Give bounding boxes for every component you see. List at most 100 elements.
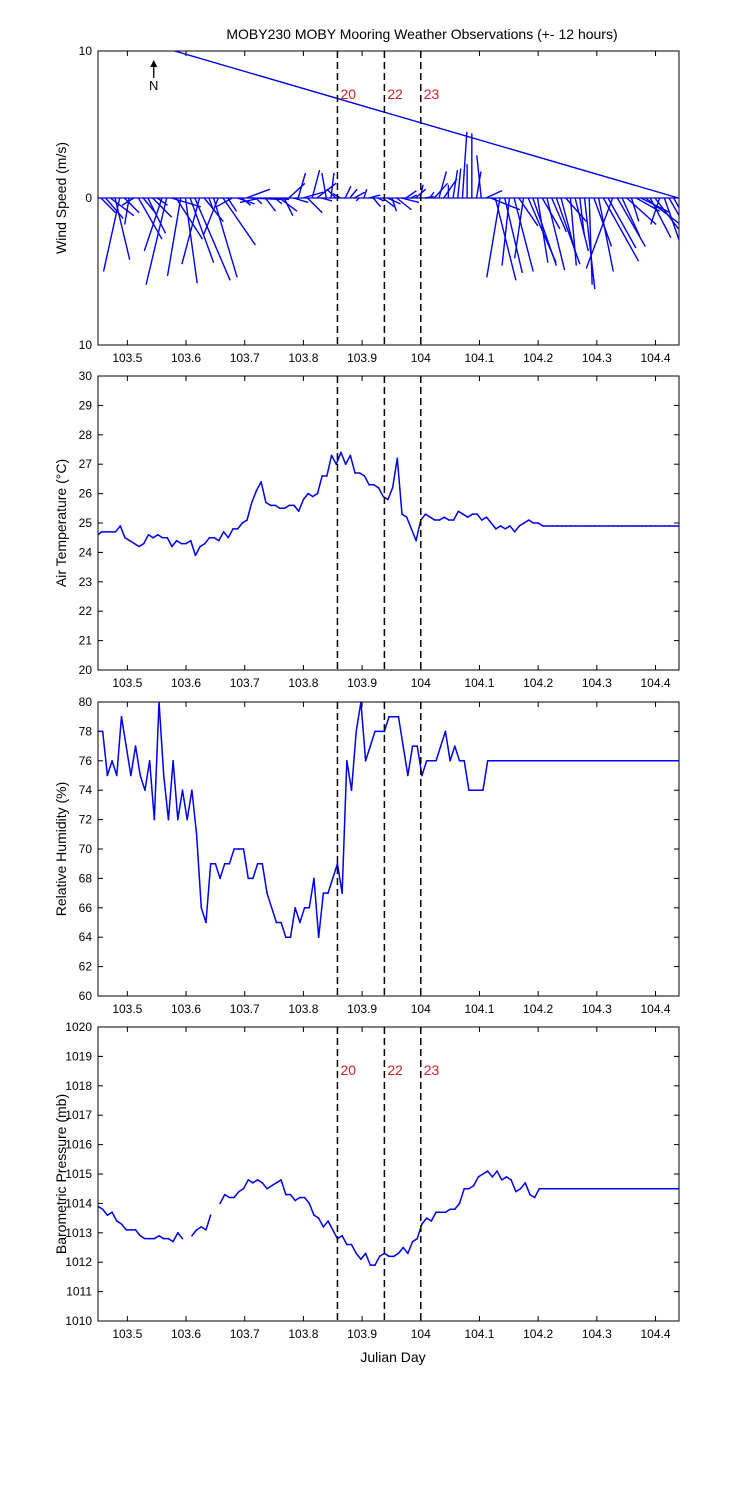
data-point [566,760,569,762]
x-tick-label: 103.6 [171,1327,201,1341]
data-point [542,525,544,527]
wind-stick [215,197,233,208]
data-point [580,760,583,762]
data-point [496,1170,498,1172]
data-point [139,1234,142,1237]
data-point [114,531,117,533]
data-point [269,504,272,507]
wind-stick [344,185,352,199]
data-point [368,483,370,486]
data-point [392,715,395,718]
data-point [655,760,658,762]
data-point [486,1170,489,1172]
data-point [250,501,253,504]
y-axis-label: Air Temperature (°C) [53,459,69,587]
data-point [574,525,577,527]
data-point [214,862,217,865]
data-point [124,536,126,539]
data-point [410,528,413,530]
data-point [246,519,248,521]
x-tick-label: 103.8 [288,1327,318,1341]
data-point [552,1187,555,1190]
x-tick-label: 104.2 [523,1002,553,1016]
data-point [571,1187,573,1190]
data-point [153,818,156,821]
data-point [477,789,480,791]
data-point [546,525,549,527]
data-point [327,1220,329,1222]
data-point [223,1193,226,1196]
y-tick-label: 25 [79,516,93,530]
data-point [632,1187,635,1190]
y-tick-label: 1010 [65,1314,92,1328]
data-point [463,760,466,762]
wind-stick [536,197,549,263]
data-point [233,848,235,850]
data-point [228,862,231,865]
data-point [101,1208,104,1211]
data-point [360,702,362,703]
chart-panels: 103.5 103.6 103.7 103.8 103.9 104 104.1 104.2 10… [53,44,680,1341]
y-tick-label: 1014 [65,1196,92,1210]
data-point [144,789,146,791]
data-point [448,519,450,521]
data-point [519,1187,522,1190]
wind-stick [100,197,117,214]
data-point [527,519,530,521]
data-point [322,892,325,894]
wind-stick [650,197,661,225]
data-point [191,789,193,791]
data-point [148,1237,151,1240]
y-tick-label: 30 [79,369,93,383]
data-point [175,539,178,542]
plot-area [98,1170,679,1266]
data-point [317,936,320,938]
wind-stick [145,197,168,285]
data-point [621,525,624,527]
data-point [205,921,207,924]
data-point [130,774,132,777]
data-point [604,1187,606,1190]
wind-stick [152,197,173,218]
y-tick-label: 22 [79,604,93,618]
data-point [449,760,451,762]
data-point [585,1187,588,1190]
data-point [585,760,588,762]
event-marker-label: 23 [424,1062,440,1078]
data-point [435,1211,437,1214]
data-point [209,1214,212,1216]
data-point [579,525,582,527]
data-point [533,760,536,762]
data-point [172,760,174,762]
data-point [402,1246,404,1249]
y-tick-label: 21 [79,634,93,648]
data-point [130,1229,132,1231]
x-tick-label: 103.6 [171,676,201,690]
data-point [613,1187,616,1190]
data-point [430,1220,433,1222]
data-point [377,486,380,489]
data-point [463,1187,466,1190]
data-point [233,1196,235,1199]
x-tick-label: 103.8 [288,351,318,365]
x-tick-label: 103.7 [230,1002,260,1016]
data-point [476,513,478,515]
data-point [111,760,113,762]
data-point [562,760,564,762]
series-line-rh [98,702,679,938]
data-point [500,760,503,762]
data-point [219,1202,221,1205]
x-tick-label: 104.1 [464,1002,494,1016]
x-tick-label: 104.4 [641,676,671,690]
wind-stick [663,197,679,242]
wind-stick [438,171,447,199]
data-point [172,1240,174,1243]
data-point [607,525,610,527]
data-point [311,495,314,498]
x-tick-label: 104.1 [464,1327,494,1341]
panel-temp: 103.5 103.6 103.7 103.8 103.9 104 104.1 104.2 10… [53,369,680,690]
data-point [598,525,600,527]
wind-stick [485,190,503,199]
data-point [294,907,296,909]
wind-stick [391,197,398,212]
